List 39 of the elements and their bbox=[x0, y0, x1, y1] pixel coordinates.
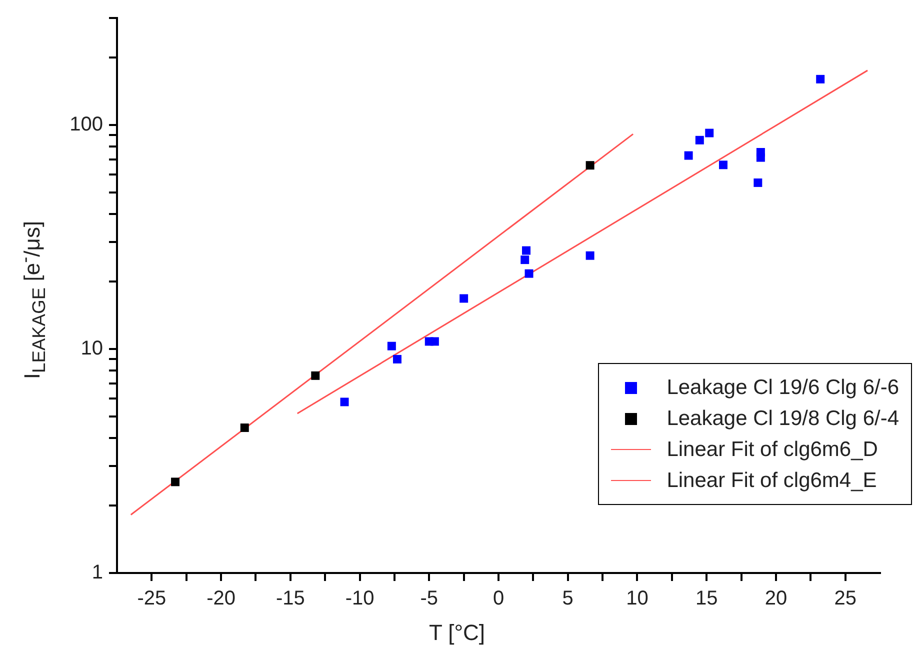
point bbox=[311, 371, 320, 380]
y-tick-label: 100 bbox=[70, 113, 103, 136]
x-tick-label: 10 bbox=[626, 588, 648, 610]
x-tick-label: 20 bbox=[764, 588, 788, 610]
x-tick-label: -5 bbox=[420, 588, 438, 610]
x-tick-label: -25 bbox=[137, 588, 166, 610]
point bbox=[430, 337, 439, 346]
x-tick-label: 0 bbox=[492, 588, 504, 610]
x-tick-label: 15 bbox=[695, 588, 718, 610]
point bbox=[754, 178, 762, 187]
point bbox=[524, 269, 534, 278]
point bbox=[684, 151, 693, 160]
y-tick-label: 1 bbox=[92, 562, 103, 584]
point bbox=[816, 74, 825, 84]
point bbox=[240, 423, 249, 432]
x-tick-label: 5 bbox=[562, 588, 574, 610]
legend-label: Linear Fit of clg6m6_D bbox=[666, 438, 878, 462]
x-axis-title: T [°C] bbox=[428, 620, 486, 646]
point bbox=[522, 246, 530, 255]
x-tick-label: -20 bbox=[206, 588, 236, 610]
legend-label: Leakage Cl 19/6 Clg 6/-6 bbox=[666, 376, 899, 400]
x-tick-label: -10 bbox=[345, 588, 374, 610]
y-tick-label: 10 bbox=[80, 337, 103, 360]
point bbox=[460, 294, 468, 303]
point bbox=[520, 256, 530, 264]
point bbox=[340, 398, 349, 406]
legend-label: Linear Fit of clg6m4_E bbox=[666, 468, 877, 492]
point bbox=[718, 160, 728, 170]
point bbox=[392, 354, 402, 364]
point bbox=[756, 153, 765, 162]
x-tick-label: 25 bbox=[834, 588, 856, 610]
point bbox=[695, 136, 704, 144]
point bbox=[586, 251, 594, 260]
point bbox=[586, 161, 594, 170]
point bbox=[387, 342, 396, 350]
point bbox=[171, 478, 180, 486]
x-tick-label: -15 bbox=[276, 588, 305, 610]
point bbox=[705, 128, 714, 138]
legend-label: Leakage Cl 19/8 Clg 6/-4 bbox=[666, 406, 899, 430]
